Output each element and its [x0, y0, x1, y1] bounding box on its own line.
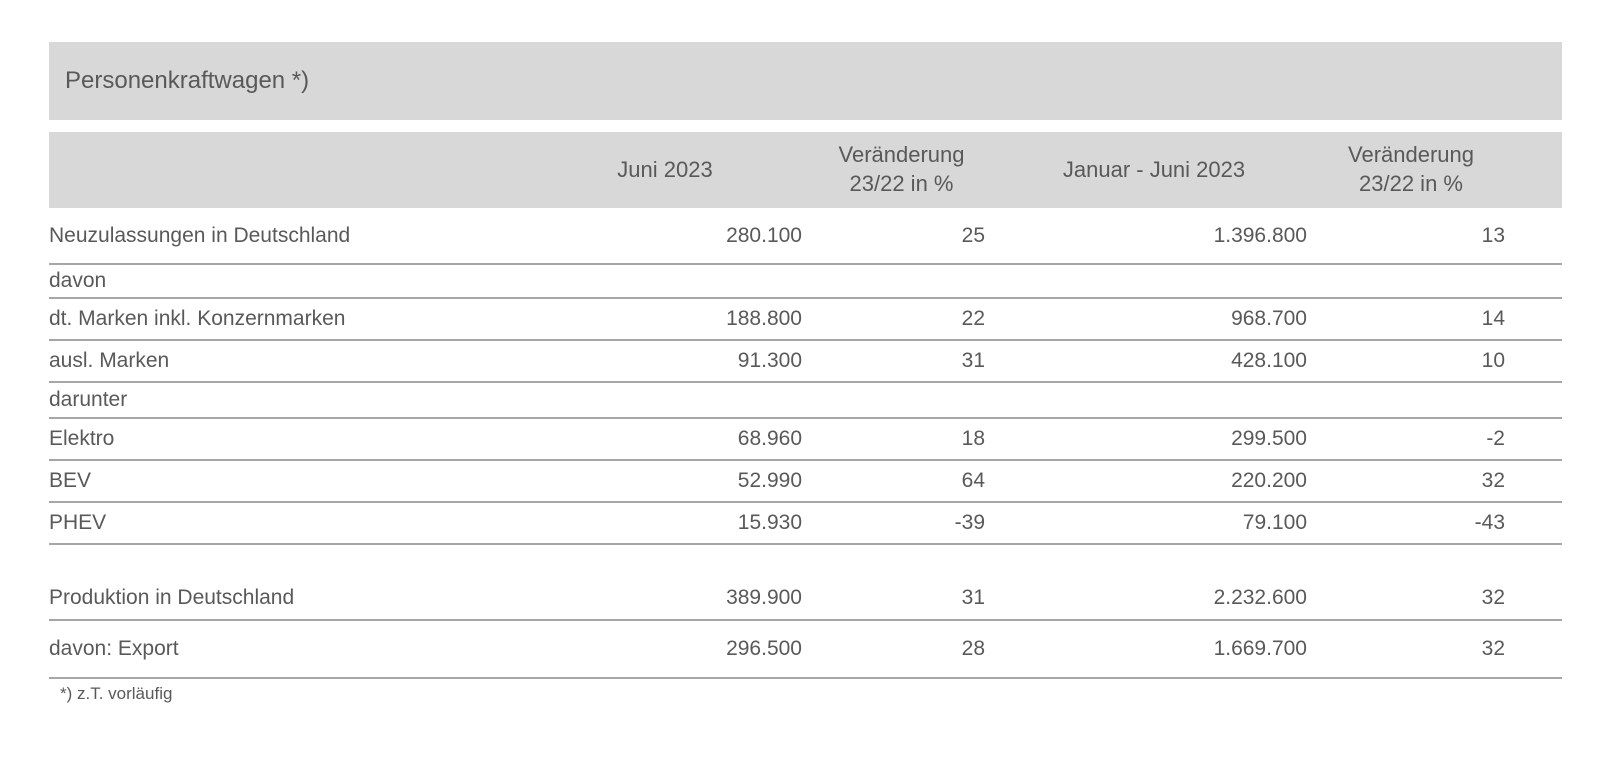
value-cell: 32 [1315, 576, 1562, 621]
header-januar-juni-2023: Januar - Juni 2023 [993, 132, 1315, 208]
value-cell: 64 [810, 460, 993, 503]
header-row: Juni 2023 Veränderung 23/22 in % Januar … [49, 132, 1562, 208]
table-title-band: Personenkraftwagen *) [49, 42, 1562, 120]
value-cell: 31 [810, 576, 993, 621]
value-cell: 28 [810, 620, 993, 679]
value-cell: 1.396.800 [993, 208, 1315, 265]
value-cell [1315, 264, 1562, 299]
value-cell [1315, 382, 1562, 419]
table-row-phev: PHEV 15.930 -39 79.100 -43 [49, 502, 1562, 545]
spacer-cell [49, 544, 1562, 576]
value-cell: 25 [810, 208, 993, 265]
header-veraenderung-jan-juni: Veränderung 23/22 in % [1315, 132, 1562, 208]
value-cell: 13 [1315, 208, 1562, 265]
row-label: PHEV [49, 502, 520, 545]
table-row-neuzulassungen: Neuzulassungen in Deutschland 280.100 25… [49, 208, 1562, 265]
value-cell: 299.500 [993, 418, 1315, 461]
value-cell: -39 [810, 502, 993, 545]
value-cell: 32 [1315, 460, 1562, 503]
value-cell: 31 [810, 340, 993, 383]
value-cell [810, 264, 993, 299]
value-cell: 91.300 [520, 340, 810, 383]
header-veraenderung-jan-juni-line1: Veränderung [1348, 142, 1474, 168]
row-label: BEV [49, 460, 520, 503]
table-row-bev: BEV 52.990 64 220.200 32 [49, 460, 1562, 503]
table-row-elektro: Elektro 68.960 18 299.500 -2 [49, 418, 1562, 461]
value-cell: 18 [810, 418, 993, 461]
table-row-darunter: darunter [49, 382, 1562, 419]
value-cell: -2 [1315, 418, 1562, 461]
value-cell: 15.930 [520, 502, 810, 545]
value-cell: 79.100 [993, 502, 1315, 545]
value-cell: -43 [1315, 502, 1562, 545]
table-row-export: davon: Export 296.500 28 1.669.700 32 [49, 620, 1562, 679]
header-veraenderung-juni: Veränderung 23/22 in % [810, 132, 993, 208]
row-label: darunter [49, 382, 520, 419]
row-label: Elektro [49, 418, 520, 461]
value-cell: 52.990 [520, 460, 810, 503]
value-cell: 10 [1315, 340, 1562, 383]
header-veraenderung-juni-line2: 23/22 in % [849, 171, 954, 196]
value-cell: 14 [1315, 298, 1562, 341]
table-row-produktion: Produktion in Deutschland 389.900 31 2.2… [49, 576, 1562, 621]
value-cell: 389.900 [520, 576, 810, 621]
header-label-column [49, 132, 520, 208]
table-row-dt-marken: dt. Marken inkl. Konzernmarken 188.800 2… [49, 298, 1562, 341]
table-title: Personenkraftwagen *) [65, 67, 310, 94]
footnote: *) z.T. vorläufig [60, 684, 173, 703]
value-cell: 428.100 [993, 340, 1315, 383]
table-spacer-row [49, 544, 1562, 576]
table-row-ausl-marken: ausl. Marken 91.300 31 428.100 10 [49, 340, 1562, 383]
row-label: davon [49, 264, 520, 299]
value-cell: 22 [810, 298, 993, 341]
value-cell [993, 382, 1315, 419]
value-cell: 968.700 [993, 298, 1315, 341]
value-cell [520, 382, 810, 419]
table-body: Neuzulassungen in Deutschland 280.100 25… [49, 208, 1562, 679]
value-cell [520, 264, 810, 299]
header-veraenderung-juni-line1: Veränderung [838, 142, 965, 168]
value-cell: 2.232.600 [993, 576, 1315, 621]
header-veraenderung-jan-juni-line2: 23/22 in % [1359, 171, 1463, 196]
value-cell: 68.960 [520, 418, 810, 461]
header-januar-juni-2023-text: Januar - Juni 2023 [1062, 156, 1246, 182]
value-cell: 32 [1315, 620, 1562, 679]
row-label: Produktion in Deutschland [49, 576, 520, 621]
header-juni-2023: Juni 2023 [520, 132, 810, 208]
value-cell [810, 382, 993, 419]
row-label: ausl. Marken [49, 340, 520, 383]
row-label: Neuzulassungen in Deutschland [49, 208, 520, 265]
value-cell: 280.100 [520, 208, 810, 265]
value-cell: 220.200 [993, 460, 1315, 503]
value-cell: 296.500 [520, 620, 810, 679]
table-row-davon: davon [49, 264, 1562, 299]
value-cell: 1.669.700 [993, 620, 1315, 679]
value-cell [993, 264, 1315, 299]
vehicle-statistics-table: Juni 2023 Veränderung 23/22 in % Januar … [49, 132, 1562, 679]
table-header: Juni 2023 Veränderung 23/22 in % Januar … [49, 132, 1562, 208]
row-label: davon: Export [49, 620, 520, 679]
row-label: dt. Marken inkl. Konzernmarken [49, 298, 520, 341]
header-juni-2023-text: Juni 2023 [617, 156, 713, 182]
value-cell: 188.800 [520, 298, 810, 341]
